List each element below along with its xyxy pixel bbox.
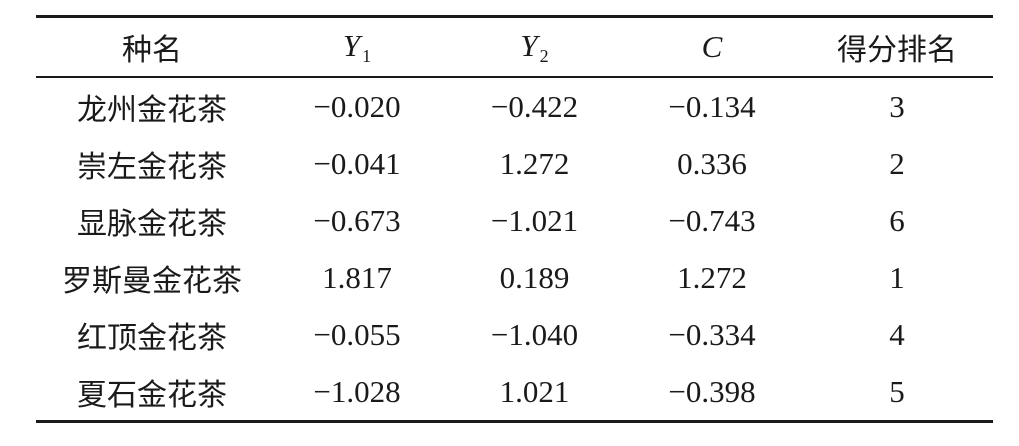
cell-y1: −1.028 <box>313 373 401 409</box>
cell-species: 龙州金花茶 <box>77 92 227 128</box>
cell-y1: −0.041 <box>313 145 401 181</box>
cell-species: 崇左金花茶 <box>77 149 227 185</box>
cell-species: 红顶金花茶 <box>77 320 227 356</box>
cell-c: −0.334 <box>668 316 756 352</box>
cell-y1: 1.817 <box>322 259 392 295</box>
cell-species: 罗斯曼金花茶 <box>62 263 242 299</box>
cell-rank: 4 <box>889 316 905 352</box>
cell-y2: 1.272 <box>499 145 570 181</box>
cell-y1: −0.020 <box>313 88 401 124</box>
cell-rank: 2 <box>889 145 905 181</box>
header-c-symbol: C <box>701 29 723 64</box>
table-row: 崇左金花茶 −0.041 1.272 0.336 2 <box>36 135 993 192</box>
cell-rank: 1 <box>889 259 905 295</box>
cell-c: 0.336 <box>677 145 747 181</box>
cell-y1: −0.055 <box>313 316 401 352</box>
cell-y2: −1.040 <box>490 316 579 352</box>
header-y2-subscript: 2 <box>539 45 549 66</box>
cell-y1: −0.673 <box>313 202 401 238</box>
cell-species: 显脉金花茶 <box>77 206 227 242</box>
header-species: 种名 <box>122 33 182 68</box>
header-rank: 得分排名 <box>837 33 957 68</box>
cell-rank: 3 <box>889 88 905 124</box>
cell-c: −0.398 <box>668 373 756 409</box>
table-row: 红顶金花茶 −0.055 −1.040 −0.334 4 <box>36 306 993 363</box>
cell-c: −0.134 <box>668 88 756 124</box>
cell-y2: 1.021 <box>499 373 570 409</box>
table-row: 罗斯曼金花茶 1.817 0.189 1.272 1 <box>36 249 993 306</box>
cell-rank: 6 <box>889 202 905 238</box>
cell-c: 1.272 <box>677 259 747 295</box>
cell-c: −0.743 <box>668 202 756 238</box>
header-y1-subscript: 1 <box>362 45 372 66</box>
cell-y2: −1.021 <box>490 202 579 238</box>
cell-rank: 5 <box>889 373 905 409</box>
cell-y2: 0.189 <box>499 259 570 295</box>
cell-species: 夏石金花茶 <box>77 377 227 413</box>
table-row: 龙州金花茶 −0.020 −0.422 −0.134 3 <box>36 77 993 135</box>
table-row: 夏石金花茶 −1.028 1.021 −0.398 5 <box>36 363 993 422</box>
header-c: C <box>623 17 801 78</box>
cell-y2: −0.422 <box>490 88 579 124</box>
table-row: 显脉金花茶 −0.673 −1.021 −0.743 6 <box>36 192 993 249</box>
